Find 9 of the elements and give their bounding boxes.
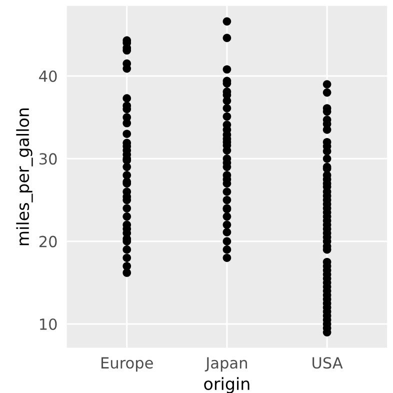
x-axis-title: origin [204,377,250,393]
y-tick-label: 30 [40,153,57,165]
x-tick-label: USA [312,357,343,369]
y-tick-label: 20 [39,236,57,248]
y-tick-label: 40 [39,70,57,82]
x-tick-label: Japan [204,357,247,372]
y-tick-label: 10 [40,318,57,330]
x-tick-label: Europe [102,357,153,372]
y-axis-title: miles_per_gallon [16,108,33,246]
